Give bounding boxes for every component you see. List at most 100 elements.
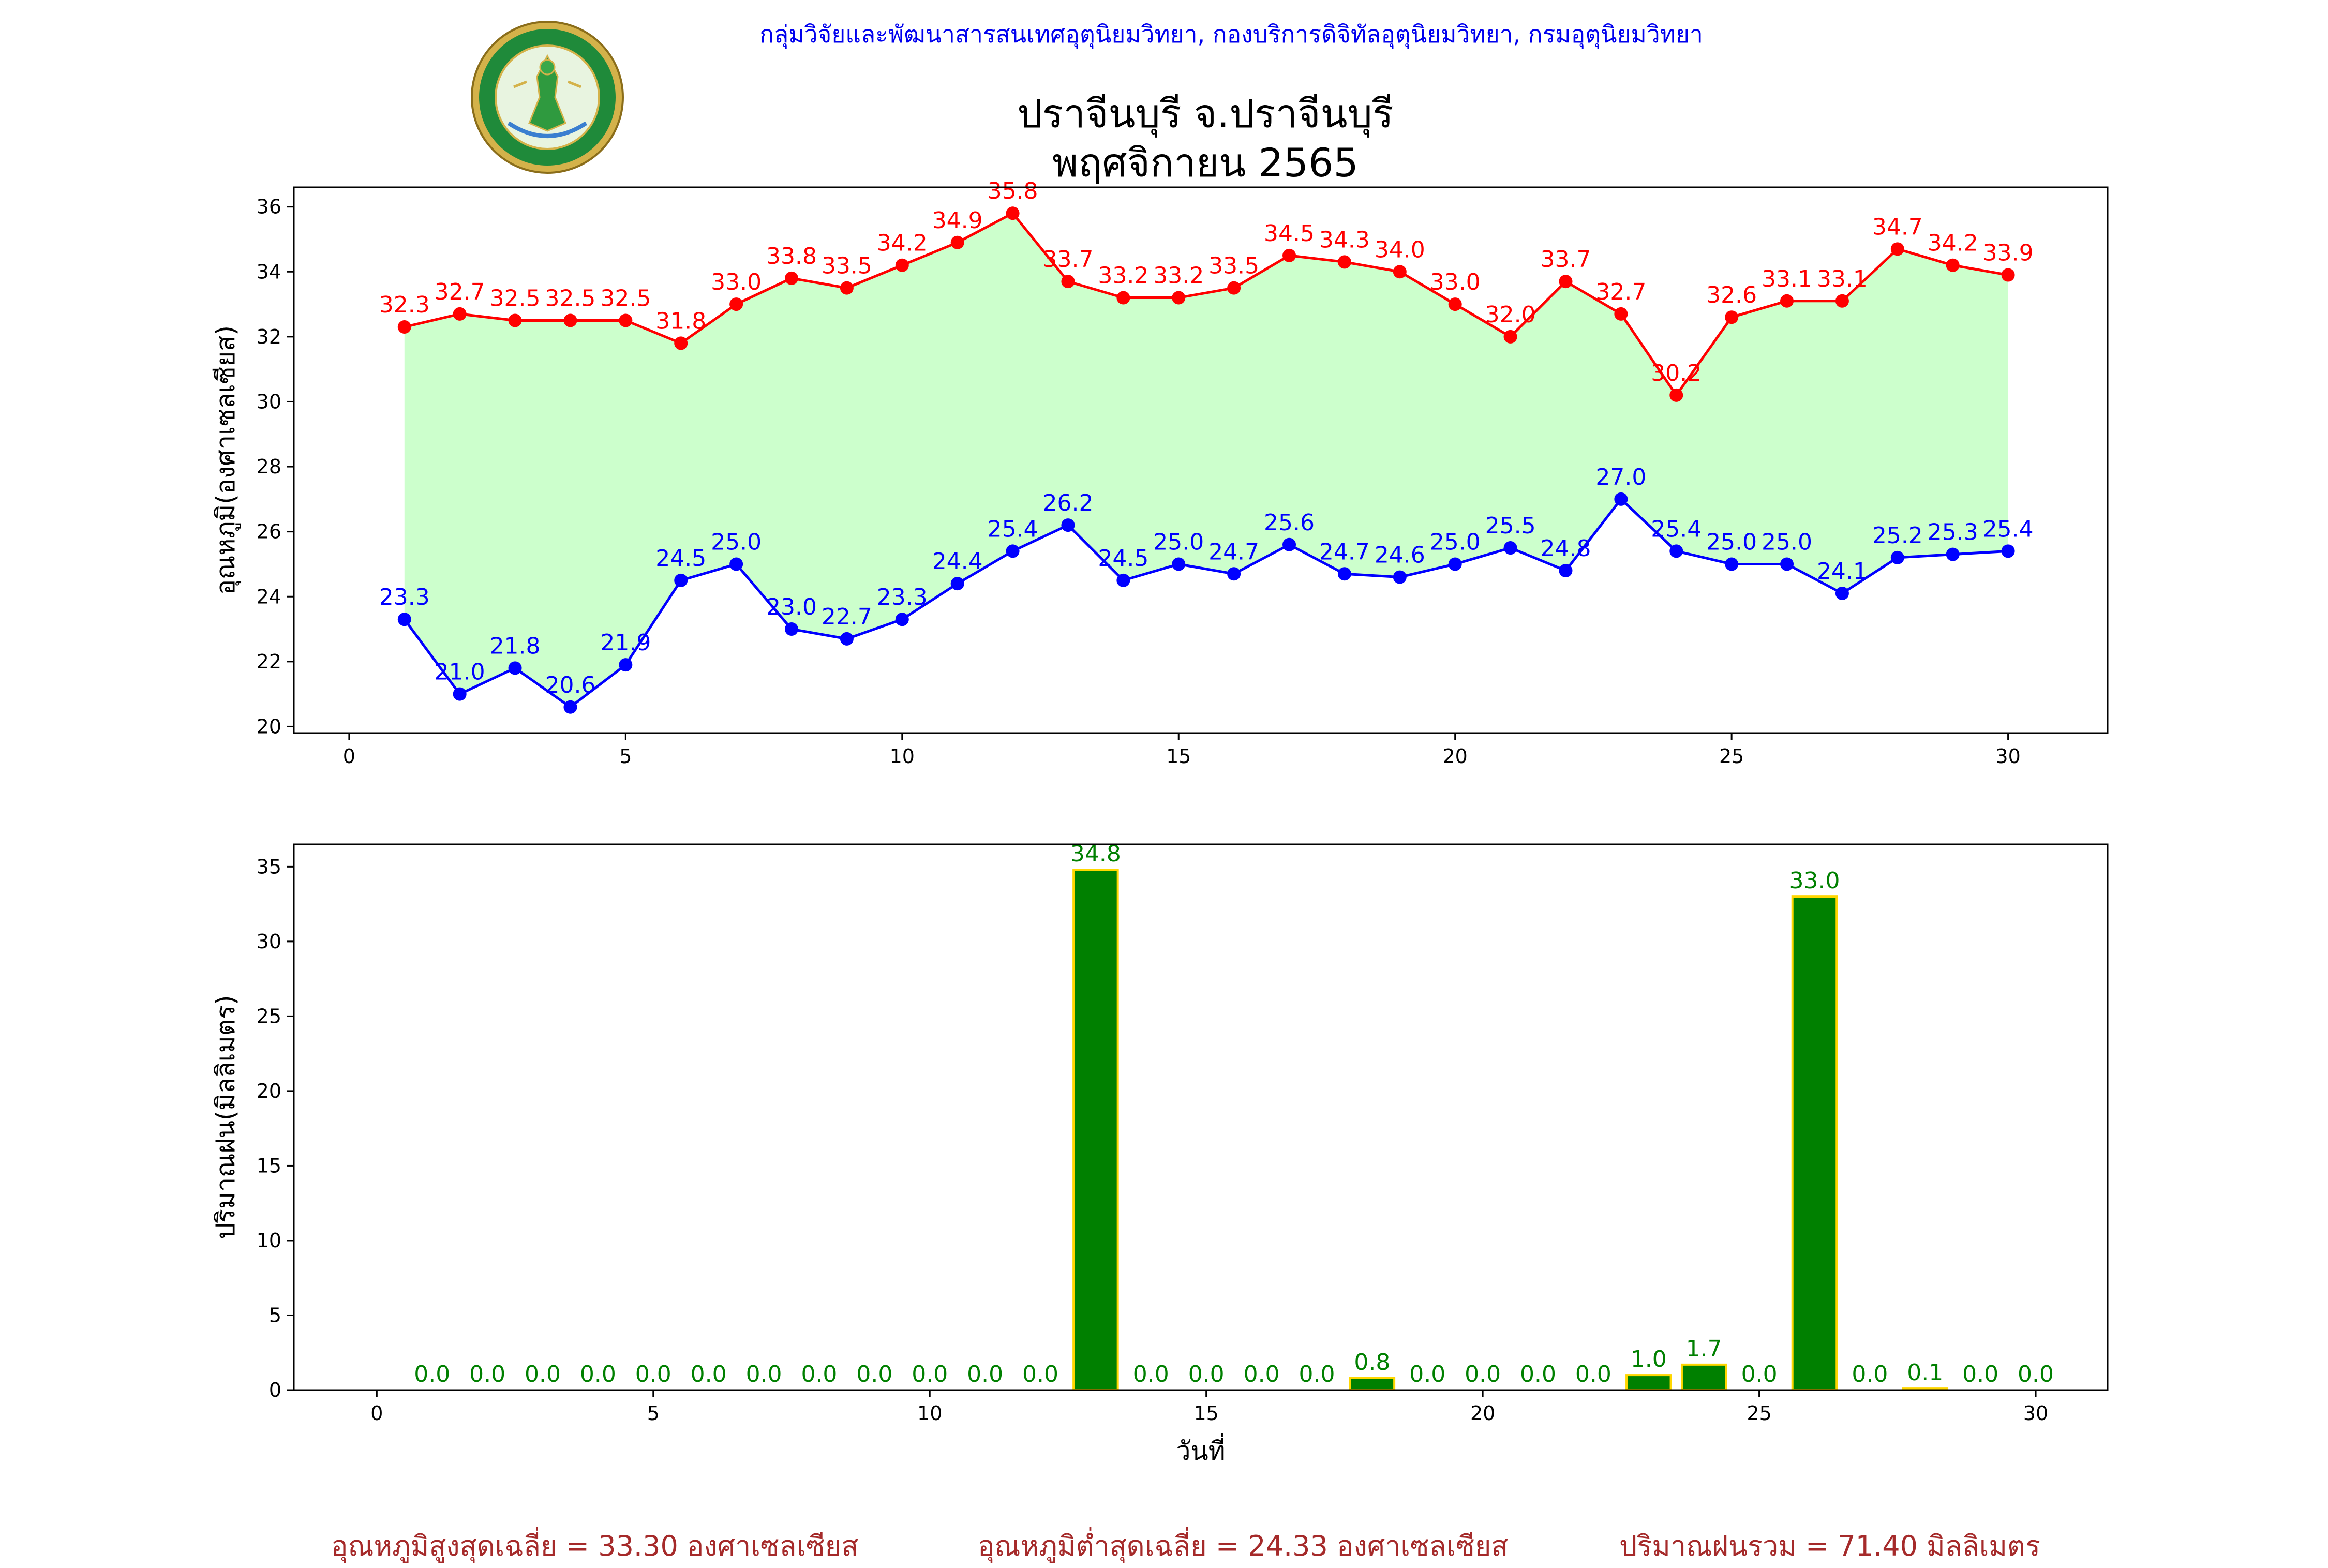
temp-min-data-label: 25.0 — [1153, 529, 1204, 555]
temp-max-point — [619, 313, 633, 327]
temp-max-data-label: 34.2 — [877, 230, 928, 257]
temp-max-point — [397, 320, 411, 334]
temp-min-point — [508, 661, 522, 675]
temp-y-tick-label: 20 — [257, 715, 281, 738]
rain-data-label: 0.0 — [1299, 1361, 1335, 1387]
temp-min-data-label: 21.9 — [600, 630, 651, 656]
rain-y-axis-label: ปริมาณฝน(มิลลิเมตร) — [211, 995, 241, 1239]
rain-data-label: 0.0 — [967, 1361, 1003, 1387]
temp-max-data-label: 34.5 — [1264, 220, 1315, 247]
temp-max-data-label: 33.5 — [1208, 253, 1259, 279]
rain-data-label: 0.0 — [2018, 1361, 2054, 1387]
temp-max-data-label: 34.2 — [1928, 230, 1978, 257]
temp-min-point — [1503, 541, 1517, 555]
temp-max-point — [1116, 291, 1130, 305]
rain-data-label: 0.0 — [801, 1361, 837, 1387]
temp-min-point — [1448, 557, 1462, 571]
temp-min-point — [895, 613, 909, 626]
charts-canvas: 0 5 10 15 20 25 30 20 22 24 26 28 30 32 34 36 อุณหภูมิ(อ… — [211, 178, 2109, 1466]
temp-max-point — [1172, 291, 1186, 305]
temp-min-point — [619, 658, 633, 672]
rain-data-label: 0.0 — [525, 1361, 561, 1387]
rain-x-tick-label: 0 — [370, 1402, 383, 1425]
temp-y-tick-label: 36 — [257, 196, 281, 218]
rain-data-label: 0.0 — [1022, 1361, 1058, 1387]
temp-y-axis-label: อุณหภูมิ(องศาเซลเซียส) — [211, 325, 241, 595]
temp-min-point — [1393, 570, 1407, 584]
footer-avg-min: อุณหภูมิต่ำสุดเฉลี่ย = 24.33 องศาเซลเซีย… — [978, 1530, 1509, 1562]
temp-max-data-label: 33.5 — [822, 253, 872, 279]
rain-data-label: 0.0 — [1465, 1361, 1501, 1387]
rain-data-label: 1.7 — [1686, 1336, 1722, 1362]
temp-max-data-label: 33.9 — [1983, 240, 2034, 266]
temp-max-data-label: 33.2 — [1153, 263, 1204, 289]
rain-data-label: 0.0 — [856, 1361, 892, 1387]
temp-max-data-label: 31.8 — [655, 308, 706, 334]
temp-y-tick-label: 22 — [257, 650, 281, 673]
temp-min-point — [1946, 547, 1960, 561]
temp-max-point — [729, 297, 743, 311]
rain-bar — [1791, 895, 1838, 1392]
temp-max-point — [2001, 268, 2015, 282]
temp-max-point — [1669, 388, 1683, 402]
temp-min-point — [840, 632, 854, 646]
temp-y-tick-label: 28 — [257, 455, 281, 478]
temp-min-data-label: 25.0 — [1706, 529, 1757, 555]
temp-min-point — [453, 687, 467, 701]
rain-data-label: 0.0 — [912, 1361, 948, 1387]
temp-min-line — [403, 497, 2008, 709]
rain-y-tick-label: 30 — [257, 930, 281, 953]
temp-max-data-label: 33.7 — [1042, 246, 1093, 273]
rain-y-tick-label: 0 — [269, 1379, 281, 1401]
rain-plot-frame — [293, 843, 2109, 1391]
temp-min-point — [1172, 557, 1186, 571]
temp-min-data-label: 25.2 — [1872, 522, 1923, 549]
rain-data-label: 0.0 — [1741, 1361, 1778, 1387]
temp-min-data-label: 25.6 — [1264, 510, 1315, 536]
rain-y-tick-label: 15 — [257, 1154, 281, 1177]
rain-x-axis-label: วันที่ — [1176, 1433, 1225, 1466]
rain-data-label: 34.8 — [1070, 841, 1121, 867]
temp-max-point — [1946, 258, 1960, 272]
temp-max-data-label: 32.6 — [1706, 282, 1757, 308]
temp-min-point — [950, 577, 964, 591]
temp-max-point — [1006, 206, 1020, 220]
temp-min-point — [1116, 573, 1130, 587]
temp-max-point — [563, 313, 577, 327]
temp-min-point — [563, 700, 577, 714]
temp-min-point — [1890, 550, 1904, 564]
rain-data-label: 0.0 — [1188, 1361, 1225, 1387]
temp-min-point — [1006, 544, 1020, 558]
temp-max-data-label: 33.8 — [766, 243, 817, 270]
temp-min-data-label: 24.5 — [655, 545, 706, 572]
temp-max-data-label: 35.8 — [988, 178, 1038, 204]
temp-max-data-label: 32.5 — [600, 285, 651, 311]
rain-x-tick-label: 10 — [917, 1402, 942, 1425]
temp-max-data-label: 32.3 — [379, 292, 430, 318]
rain-data-label: 0.0 — [414, 1361, 450, 1387]
rain-data-label: 0.0 — [1962, 1361, 1998, 1387]
temp-max-point — [1890, 242, 1904, 256]
temp-max-point — [950, 235, 964, 249]
temp-max-point — [1780, 294, 1794, 308]
temp-max-data-label: 32.5 — [545, 285, 595, 311]
temp-max-point — [1448, 297, 1462, 311]
temp-min-data-label: 23.3 — [877, 584, 928, 610]
temp-x-tick-label: 30 — [1995, 745, 2020, 768]
rain-x-tick-label: 20 — [1470, 1402, 1495, 1425]
temp-y-tick-label: 26 — [257, 520, 281, 543]
temp-min-point — [1061, 518, 1075, 532]
temp-max-data-label: 33.0 — [711, 269, 762, 295]
temp-max-point — [840, 281, 854, 295]
temp-max-data-label: 32.7 — [1595, 279, 1646, 305]
temp-max-point — [1725, 310, 1739, 324]
temp-min-point — [729, 557, 743, 571]
temp-max-point — [1337, 255, 1351, 269]
rain-bar — [1680, 1363, 1727, 1392]
temp-min-data-label: 24.7 — [1319, 539, 1370, 565]
temp-x-tick-label: 25 — [1719, 745, 1744, 768]
rain-data-label: 0.0 — [1133, 1361, 1169, 1387]
temp-max-data-label: 32.5 — [490, 285, 541, 311]
temp-min-data-label: 25.4 — [1651, 516, 1702, 542]
temp-x-tick-label: 0 — [343, 745, 355, 768]
